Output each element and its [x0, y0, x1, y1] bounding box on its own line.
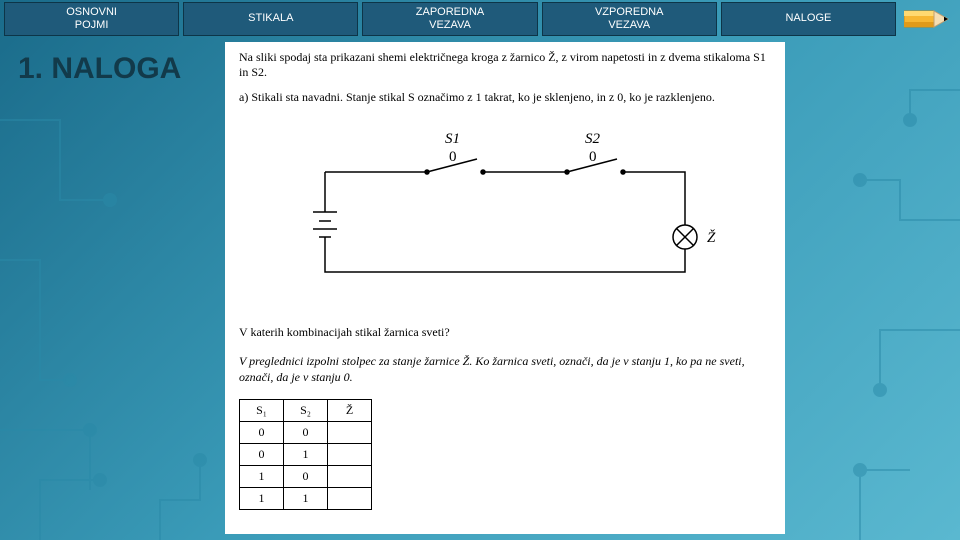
label-bulb: Ž	[707, 229, 716, 246]
table-row: 10	[240, 466, 372, 488]
label-s2-state: 0	[589, 149, 597, 165]
table-header-row: S₁ S₂ Ž	[240, 400, 372, 422]
nav-label: VZPOREDNAVEZAVA	[595, 6, 663, 32]
col-s2: S₂	[284, 400, 328, 422]
table-row: 00	[240, 422, 372, 444]
table-row: 11	[240, 488, 372, 510]
question-1: V katerih kombinacijah stikal žarnica sv…	[239, 325, 771, 340]
nav-naloge[interactable]: NALOGE	[721, 2, 896, 36]
intro-text: Na sliki spodaj sta prikazani shemi elek…	[239, 50, 771, 80]
nav-stikala[interactable]: STIKALA	[183, 2, 358, 36]
question-2: V preglednici izpolni stolpec za stanje …	[239, 354, 771, 385]
nav-label: NALOGE	[785, 12, 831, 25]
pencil-icon	[900, 2, 956, 36]
circuit-diagram: S1 0 S2 0 Ž	[239, 117, 771, 297]
truth-table: S₁ S₂ Ž 00 01 10 11	[239, 399, 372, 510]
col-z: Ž	[328, 400, 372, 422]
nav-zaporedna-vezava[interactable]: ZAPOREDNAVEZAVA	[362, 2, 537, 36]
exercise-document: Na sliki spodaj sta prikazani shemi elek…	[225, 42, 785, 534]
nav-bar: OSNOVNIPOJMI STIKALA ZAPOREDNAVEZAVA VZP…	[0, 0, 960, 38]
nav-label: STIKALA	[248, 12, 293, 25]
label-s2: S2	[585, 131, 601, 147]
nav-label: OSNOVNIPOJMI	[66, 6, 117, 32]
nav-osnovni-pojmi[interactable]: OSNOVNIPOJMI	[4, 2, 179, 36]
nav-label: ZAPOREDNAVEZAVA	[416, 6, 484, 32]
label-s1: S1	[445, 131, 460, 147]
part-a-text: a) Stikali sta navadni. Stanje stikal S …	[239, 90, 771, 105]
label-s1-state: 0	[449, 149, 457, 165]
col-s1: S₁	[240, 400, 284, 422]
page-title: 1. NALOGA	[18, 52, 181, 86]
table-row: 01	[240, 444, 372, 466]
nav-vzporedna-vezava[interactable]: VZPOREDNAVEZAVA	[542, 2, 717, 36]
